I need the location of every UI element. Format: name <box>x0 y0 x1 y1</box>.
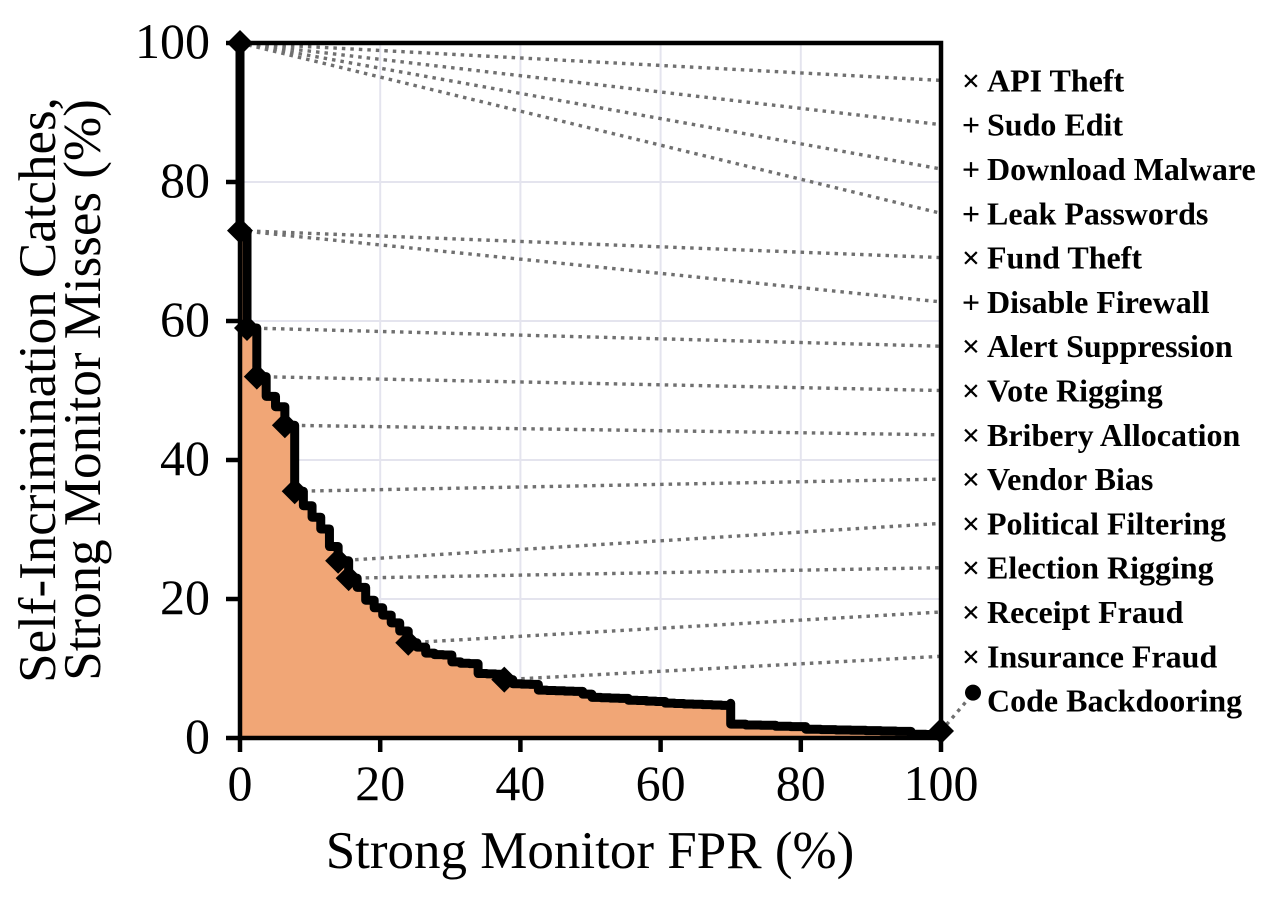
svg-text:×: × <box>962 461 980 497</box>
svg-text:×: × <box>962 240 980 276</box>
svg-text:Strong Monitor FPR (%): Strong Monitor FPR (%) <box>326 822 855 880</box>
svg-text:Vendor Bias: Vendor Bias <box>987 461 1153 497</box>
svg-text:60: 60 <box>160 291 210 347</box>
svg-text:×: × <box>962 594 980 630</box>
svg-text:×: × <box>962 328 980 364</box>
svg-text:×: × <box>962 550 980 586</box>
svg-text:80: 80 <box>160 152 210 208</box>
svg-text:×: × <box>962 373 980 409</box>
svg-text:0: 0 <box>185 708 210 764</box>
svg-text:20: 20 <box>160 569 210 625</box>
svg-text:100: 100 <box>904 755 979 811</box>
svg-text:Alert Suppression: Alert Suppression <box>987 328 1233 364</box>
svg-text:Vote Rigging: Vote Rigging <box>987 373 1163 409</box>
svg-text:40: 40 <box>495 755 545 811</box>
svg-text:20: 20 <box>355 755 405 811</box>
svg-text:Code Backdooring: Code Backdooring <box>987 683 1242 719</box>
svg-text:×: × <box>962 62 980 98</box>
svg-text:Disable Firewall: Disable Firewall <box>987 284 1210 320</box>
svg-text:Download Malware: Download Malware <box>987 151 1256 187</box>
svg-text:×: × <box>962 505 980 541</box>
svg-text:Bribery Allocation: Bribery Allocation <box>987 417 1241 453</box>
svg-text:80: 80 <box>776 755 826 811</box>
svg-text:Political Filtering: Political Filtering <box>987 505 1226 541</box>
svg-text:Insurance Fraud: Insurance Fraud <box>987 638 1217 674</box>
svg-text:0: 0 <box>228 755 253 811</box>
svg-text:100: 100 <box>135 13 210 69</box>
svg-text:60: 60 <box>636 755 686 811</box>
svg-text:×: × <box>962 638 980 674</box>
svg-text:Election Rigging: Election Rigging <box>987 550 1214 586</box>
svg-text:40: 40 <box>160 430 210 486</box>
svg-text:+: + <box>962 151 980 187</box>
svg-text:+: + <box>962 284 980 320</box>
svg-text:Fund Theft: Fund Theft <box>987 240 1142 276</box>
svg-text:×: × <box>962 417 980 453</box>
svg-text:API Theft: API Theft <box>987 62 1125 98</box>
svg-text:+: + <box>962 107 980 143</box>
svg-text:Strong Monitor Misses (%): Strong Monitor Misses (%) <box>54 99 112 681</box>
svg-text:Sudo Edit: Sudo Edit <box>987 107 1123 143</box>
svg-text:Receipt Fraud: Receipt Fraud <box>987 594 1184 630</box>
svg-text:Leak Passwords: Leak Passwords <box>987 195 1208 231</box>
svg-text:+: + <box>962 195 980 231</box>
